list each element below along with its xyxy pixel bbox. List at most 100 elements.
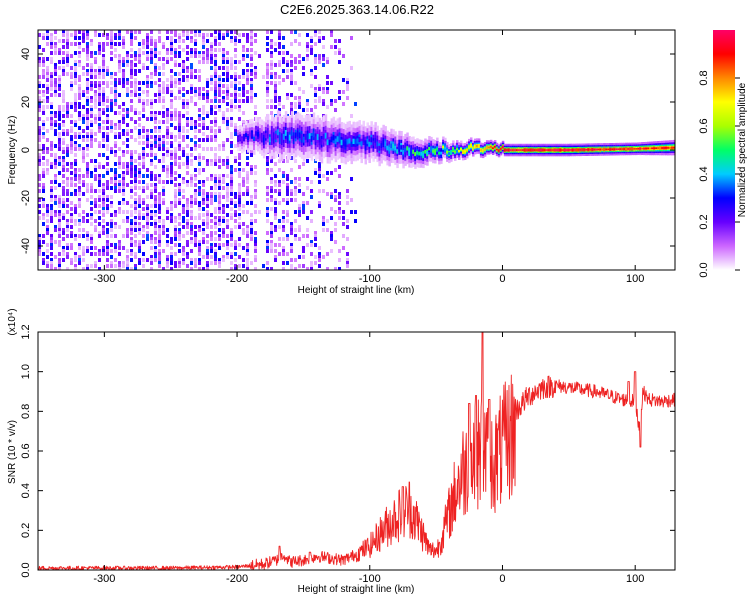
spectrogram-noise-cell	[210, 81, 213, 85]
spectrogram-noise-cell	[134, 159, 137, 163]
spectrogram-noise-cell	[182, 114, 185, 118]
spectrogram-noise-cell	[78, 90, 81, 94]
spectrogram-noise-cell	[38, 243, 41, 247]
spectrogram-noise-cell	[246, 258, 249, 262]
spectrogram-noise-cell	[38, 75, 41, 79]
spectrogram-noise-cell	[50, 84, 53, 88]
spectrogram-noise-cell	[42, 93, 45, 97]
spectrogram-noise-cell	[302, 162, 305, 166]
spectrogram-noise-cell	[70, 165, 73, 169]
snr-x-ticks: -300 -200 -100 0 100	[93, 332, 644, 585]
spectrogram-noise-cell	[266, 189, 269, 193]
spectrogram-noise-cell	[142, 228, 145, 232]
spectrogram-noise-cell	[62, 162, 65, 166]
spectrogram-noise-cell	[306, 45, 309, 49]
spectrogram-noise-cell	[190, 72, 193, 76]
spectrogram-noise-cell	[74, 159, 77, 163]
spectrogram-noise-cell	[62, 141, 65, 145]
spectrogram-noise-cell	[274, 87, 277, 91]
spectrogram-noise-cell	[38, 135, 41, 139]
spectrogram-noise-cell	[250, 87, 253, 91]
spectrogram-noise-cell	[158, 180, 161, 184]
spectrogram-noise-cell	[310, 84, 313, 88]
snr-y-label: SNR (10 * v/v)	[7, 420, 18, 484]
spectrogram-noise-cell	[202, 96, 205, 100]
spectrogram-noise-cell	[74, 234, 77, 238]
spectrogram-noise-cell	[110, 222, 113, 226]
spectrogram-noise-cell	[78, 60, 81, 64]
spectrogram-noise-cell	[270, 243, 273, 247]
signal-band-segment	[330, 136, 334, 143]
spectrogram-noise-cell	[114, 135, 117, 139]
signal-band-segment	[446, 150, 449, 154]
spectrogram-noise-cell	[58, 222, 61, 226]
spectrogram-noise-cell	[86, 84, 89, 88]
spectrogram-noise-cell	[114, 42, 117, 46]
spectrogram-noise-cell	[218, 237, 221, 241]
spectrogram-noise-cell	[174, 48, 177, 52]
spectrogram-noise-cell	[158, 120, 161, 124]
spectrogram-noise-cell	[158, 129, 161, 133]
spectrogram-noise-cell	[98, 198, 101, 202]
spectrogram-noise-cell	[130, 84, 133, 88]
spectrogram-noise-cell	[90, 114, 93, 118]
spectrogram-noise-cell	[334, 45, 337, 49]
signal-band-segment	[473, 145, 477, 148]
spectrogram-noise-cell	[86, 63, 89, 67]
spectrogram-noise-cell	[230, 93, 233, 97]
spectrogram-noise-cell	[198, 267, 201, 270]
spectrogram-noise-cell	[78, 177, 81, 181]
spectrogram-noise-cell	[230, 30, 233, 34]
spectrogram-noise-cell	[146, 51, 149, 55]
spectrogram-noise-cell	[210, 129, 213, 133]
spectrogram-noise-cell	[202, 192, 205, 196]
spectrogram-noise-cell	[106, 162, 109, 166]
spectrogram-noise-cell	[66, 243, 69, 247]
signal-band-segment	[621, 148, 624, 150]
spectrogram-noise-cell	[62, 204, 65, 208]
spectrogram-noise-cell	[238, 99, 241, 103]
spectrogram-noise-cell	[194, 75, 197, 79]
spectrogram-noise-cell	[42, 60, 45, 64]
spectrogram-noise-cell	[230, 150, 233, 154]
spectrogram-noise-cell	[246, 231, 249, 235]
spectrogram-noise-cell	[150, 213, 153, 217]
spectrogram-noise-cell	[74, 108, 77, 112]
spectrogram-noise-cell	[266, 219, 269, 223]
spectrogram-noise-cell	[206, 264, 209, 268]
spectrogram-noise-cell	[202, 132, 205, 136]
spectrogram-noise-cell	[66, 114, 69, 118]
spectrogram-noise-cell	[178, 120, 181, 124]
spectrogram-noise-cell	[126, 129, 129, 133]
spectrogram-noise-cell	[266, 93, 269, 97]
spectrogram-noise-cell	[66, 267, 69, 270]
spectrogram-noise-cell	[102, 198, 105, 202]
spectrogram-noise-cell	[62, 114, 65, 118]
spectrogram-noise-cell	[170, 99, 173, 103]
spectrogram-noise-cell	[206, 222, 209, 226]
spectrogram-noise-cell	[106, 66, 109, 70]
spectrogram-noise-cell	[298, 42, 301, 46]
spectrogram-noise-cell	[218, 108, 221, 112]
spectrogram-noise-cell	[126, 255, 129, 259]
spectrogram-noise-cell	[234, 204, 237, 208]
spectrogram-noise-cell	[130, 159, 133, 163]
spectrogram-noise-cell	[90, 96, 93, 100]
y-tick-label: -40	[20, 238, 32, 254]
spectrogram-noise-cell	[238, 195, 241, 199]
spectrogram-noise-cell	[146, 168, 149, 172]
spectrogram-noise-cell	[86, 90, 89, 94]
spectrogram-noise-cell	[42, 198, 45, 202]
spectrogram-noise-cell	[314, 33, 317, 37]
signal-band-segment	[503, 149, 507, 151]
y-tick-label: 0.4	[20, 483, 32, 498]
spectrogram-noise-cell	[282, 216, 285, 220]
spectrogram-noise-cell	[50, 216, 53, 220]
spectrogram-noise-cell	[50, 60, 53, 64]
spectrogram-noise-cell	[106, 243, 109, 247]
spectrogram-noise-cell	[286, 234, 289, 238]
spectrogram-noise-cell	[50, 153, 53, 157]
spectrogram-noise-cell	[170, 165, 173, 169]
spectrogram-noise-cell	[242, 33, 245, 37]
spectrogram-noise-cell	[142, 114, 145, 118]
